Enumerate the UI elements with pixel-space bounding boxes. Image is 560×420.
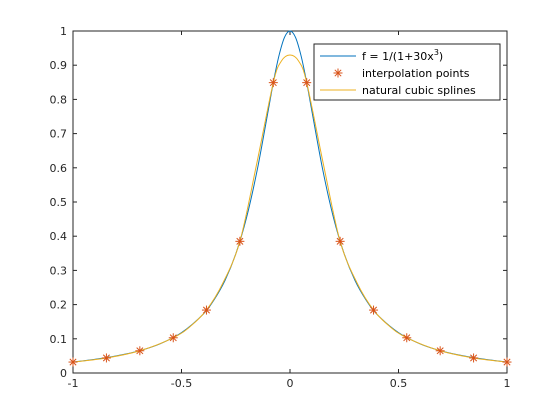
y-tick-label: 0 bbox=[60, 367, 67, 380]
interpolation-point-marker bbox=[469, 353, 479, 363]
y-tick-label: 0.5 bbox=[50, 196, 68, 209]
interpolation-point-marker-stroke bbox=[503, 358, 511, 366]
y-tick-label: 0.6 bbox=[50, 162, 68, 175]
y-tick-label: 0.4 bbox=[50, 230, 68, 243]
interpolation-point-marker bbox=[68, 357, 78, 367]
x-tick-label: 0 bbox=[287, 377, 294, 390]
interpolation-point-marker bbox=[435, 346, 445, 356]
legend-label-main: f = 1/(1+30x bbox=[362, 50, 434, 63]
interpolation-point-marker-stroke bbox=[202, 306, 210, 314]
interpolation-point-marker-stroke bbox=[336, 237, 344, 245]
legend: f = 1/(1+30x3) interpolation points natura… bbox=[313, 43, 501, 101]
y-tick-label: 0.1 bbox=[50, 333, 68, 346]
interpolation-point-marker bbox=[369, 305, 379, 315]
interpolation-point-marker-stroke bbox=[403, 334, 411, 342]
x-tick-label: -1 bbox=[68, 377, 79, 390]
interpolation-point-marker bbox=[168, 333, 178, 343]
interpolation-point-marker bbox=[268, 78, 278, 88]
interpolation-point-marker-stroke bbox=[269, 79, 277, 87]
legend-label-tail: ) bbox=[439, 50, 443, 63]
axes: -1 -0.5 0 0.5 1 0 0.1 0.2 0.3 0.4 0.5 0.6 0.7 0.8 0.9 1 bbox=[50, 25, 511, 390]
interpolation-point-marker bbox=[402, 333, 412, 343]
y-tick-label: 0.3 bbox=[50, 264, 68, 277]
interpolation-point-marker-stroke bbox=[169, 334, 177, 342]
interpolation-point-marker-stroke bbox=[303, 79, 311, 87]
interpolation-point-marker bbox=[201, 305, 211, 315]
interpolation-point-marker bbox=[135, 346, 145, 356]
y-tick-label: 0.9 bbox=[50, 59, 68, 72]
interpolation-point-marker bbox=[302, 78, 312, 88]
x-tick-label: 0.5 bbox=[390, 377, 408, 390]
y-tick-label: 1 bbox=[60, 25, 67, 38]
x-tick-label: 1 bbox=[504, 377, 511, 390]
legend-marker bbox=[333, 68, 343, 78]
legend-marker-stroke bbox=[334, 69, 342, 77]
interpolation-point-marker bbox=[235, 236, 245, 246]
interpolation-point-marker-stroke bbox=[69, 358, 77, 366]
interpolation-point-marker-stroke bbox=[236, 237, 244, 245]
interpolation-point-marker bbox=[335, 236, 345, 246]
legend-label-0: f = 1/(1+30x3) bbox=[362, 48, 443, 63]
interpolation-point-marker-stroke bbox=[370, 306, 378, 314]
series-layer bbox=[68, 30, 512, 367]
y-tick-label: 0.8 bbox=[50, 93, 68, 106]
legend-label-2: natural cubic splines bbox=[362, 84, 476, 97]
series-line-2 bbox=[72, 54, 508, 363]
y-tick-label: 0.7 bbox=[50, 128, 68, 141]
interpolation-point-marker-stroke bbox=[470, 354, 478, 362]
interpolation-point-marker-stroke bbox=[102, 354, 110, 362]
x-tick-label: -0.5 bbox=[171, 377, 192, 390]
y-tick-label: 0.2 bbox=[50, 299, 68, 312]
interpolation-point-marker-stroke bbox=[136, 347, 144, 355]
interpolation-point-marker-stroke bbox=[436, 347, 444, 355]
legend-label-superscript: 3 bbox=[434, 48, 439, 57]
interpolation-point-marker bbox=[502, 357, 512, 367]
legend-box bbox=[313, 43, 501, 101]
legend-label-1: interpolation points bbox=[362, 67, 470, 80]
interpolation-point-marker bbox=[101, 353, 111, 363]
